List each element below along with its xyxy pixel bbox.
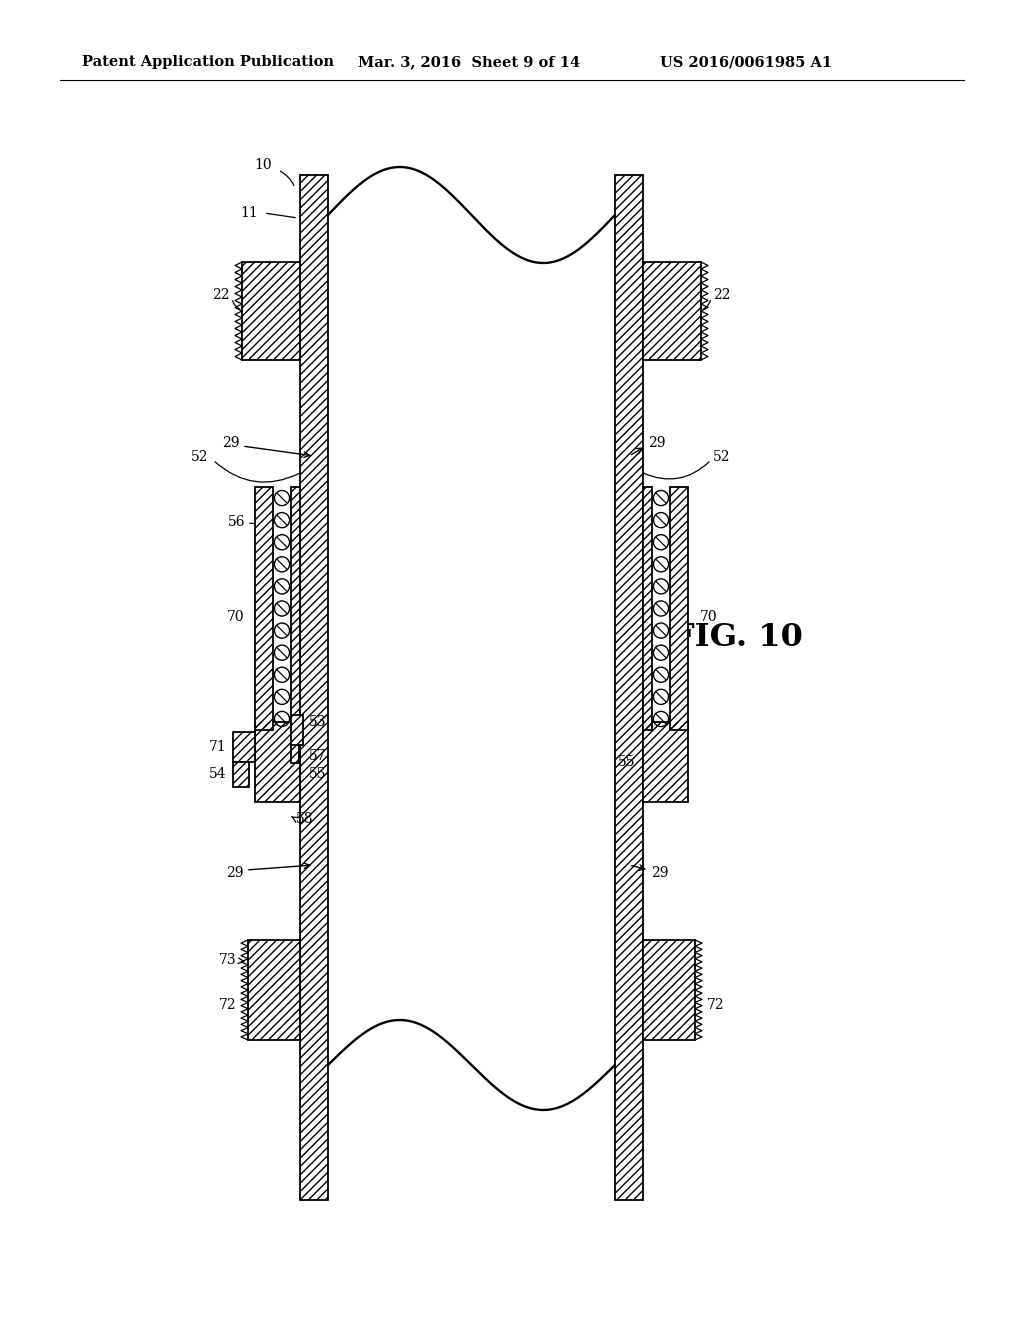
Bar xyxy=(643,487,652,730)
Bar xyxy=(233,762,249,787)
Text: 54: 54 xyxy=(209,767,227,781)
Bar xyxy=(291,715,303,744)
Text: 22: 22 xyxy=(713,288,730,302)
Bar xyxy=(255,722,300,803)
Bar xyxy=(242,261,300,360)
Text: 29: 29 xyxy=(222,436,240,450)
Bar xyxy=(248,940,300,1040)
Text: 58: 58 xyxy=(296,812,313,826)
Bar xyxy=(291,487,300,730)
Bar xyxy=(242,261,300,360)
Text: Mar. 3, 2016  Sheet 9 of 14: Mar. 3, 2016 Sheet 9 of 14 xyxy=(358,55,581,69)
Bar xyxy=(300,176,328,1200)
Text: 55: 55 xyxy=(617,755,635,770)
Text: 29: 29 xyxy=(226,866,244,880)
Bar xyxy=(643,722,688,803)
Bar xyxy=(291,744,299,763)
Text: 29: 29 xyxy=(651,866,669,880)
Text: 70: 70 xyxy=(227,610,245,624)
Bar xyxy=(291,744,299,763)
Text: 29: 29 xyxy=(648,436,666,450)
Bar xyxy=(643,940,695,1040)
Text: US 2016/0061985 A1: US 2016/0061985 A1 xyxy=(660,55,833,69)
Bar xyxy=(255,487,273,730)
Text: 53: 53 xyxy=(309,715,327,729)
Bar xyxy=(615,176,643,1200)
Bar xyxy=(300,176,328,1200)
Text: 52: 52 xyxy=(190,450,208,465)
Text: 52: 52 xyxy=(713,450,730,465)
Bar xyxy=(643,487,652,730)
Text: 57: 57 xyxy=(309,748,327,763)
Bar xyxy=(255,722,300,803)
Text: FIG. 10: FIG. 10 xyxy=(672,623,803,653)
Text: 72: 72 xyxy=(218,998,236,1012)
Bar xyxy=(233,762,249,787)
Bar xyxy=(291,487,300,730)
Text: 22: 22 xyxy=(213,288,230,302)
Bar xyxy=(643,261,701,360)
Bar xyxy=(291,715,303,744)
Bar xyxy=(643,722,688,803)
Text: 56: 56 xyxy=(227,515,245,529)
Bar xyxy=(255,487,273,730)
Text: 55: 55 xyxy=(309,767,327,781)
Bar xyxy=(670,487,688,730)
Bar xyxy=(615,176,643,1200)
Text: Patent Application Publication: Patent Application Publication xyxy=(82,55,334,69)
Text: 72: 72 xyxy=(707,998,725,1012)
Bar xyxy=(248,940,300,1040)
Text: 10: 10 xyxy=(254,158,272,172)
Text: 11: 11 xyxy=(241,206,258,220)
Bar xyxy=(643,940,695,1040)
Bar xyxy=(233,733,255,762)
Text: 73: 73 xyxy=(218,953,236,968)
Bar xyxy=(233,733,255,762)
Bar xyxy=(643,261,701,360)
Text: 71: 71 xyxy=(209,741,227,754)
Text: 70: 70 xyxy=(700,610,718,624)
Bar xyxy=(670,487,688,730)
